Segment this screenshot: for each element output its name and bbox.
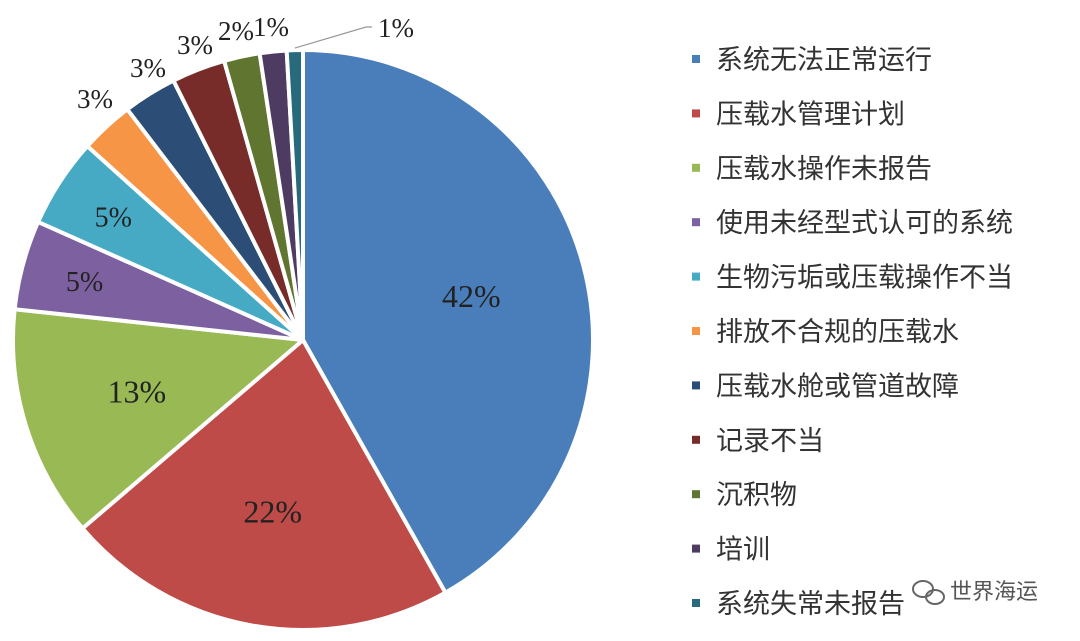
slice-value-label: 13% (107, 374, 166, 410)
pie-slice (80, 338, 448, 632)
pie-slices (11, 48, 595, 632)
watermark-text: 世界海运 (950, 580, 1038, 605)
slice-value-label: 22% (243, 494, 302, 530)
legend-label: 沉积物 (716, 480, 797, 511)
legend-label: 系统无法正常运行 (716, 45, 932, 76)
legend-swatch (692, 218, 700, 227)
pie-slice (301, 48, 595, 595)
slice-value-label: 42% (442, 278, 501, 314)
legend-swatch (692, 163, 700, 172)
pie-slice (284, 48, 305, 342)
slice-value-label: 2% (218, 16, 254, 46)
slice-value-label: 5% (95, 203, 132, 234)
pie-slice (11, 307, 305, 531)
leader-line (294, 26, 372, 49)
legend-label: 生物污垢或压载操作不当 (716, 263, 1013, 294)
slice-labels: 42%22%13%5%5%3%3%3% 2% 1% 1% (66, 12, 501, 530)
legend-label: 系统失常未报告 (716, 589, 905, 620)
slice-value-label: 3% (77, 84, 113, 114)
slice-value-label: 1% (378, 13, 414, 43)
legend-label: 压载水管理计划 (716, 99, 905, 130)
legend-swatch (692, 490, 700, 499)
legend-swatch (692, 272, 700, 281)
legend-swatch (692, 544, 700, 553)
wechat-icon (912, 580, 945, 605)
legend-swatch (692, 381, 700, 390)
slice-value-label: 5% (66, 267, 103, 298)
leader-lines (294, 26, 372, 49)
legend-label: 排放不合规的压载水 (716, 317, 959, 348)
slice-value-label: 3% (130, 53, 166, 83)
slice-value-label: 3% (177, 30, 213, 60)
legend: 系统无法正常运行压载水管理计划压载水操作未报告使用未经型式认可的系统生物污垢或压… (692, 45, 1013, 620)
legend-swatch (692, 435, 700, 444)
legend-swatch (692, 109, 700, 118)
legend-swatch (692, 327, 700, 335)
legend-label: 培训 (716, 535, 770, 566)
legend-label: 压载水操作未报告 (716, 154, 932, 185)
legend-swatch (692, 55, 700, 63)
slice-value-label: 1% (253, 12, 289, 42)
legend-label: 使用未经型式认可的系统 (716, 208, 1013, 239)
watermark: 世界海运 (912, 580, 1038, 605)
legend-swatch (692, 599, 700, 607)
legend-label: 压载水舱或管道故障 (716, 371, 959, 402)
legend-label: 记录不当 (716, 426, 824, 457)
